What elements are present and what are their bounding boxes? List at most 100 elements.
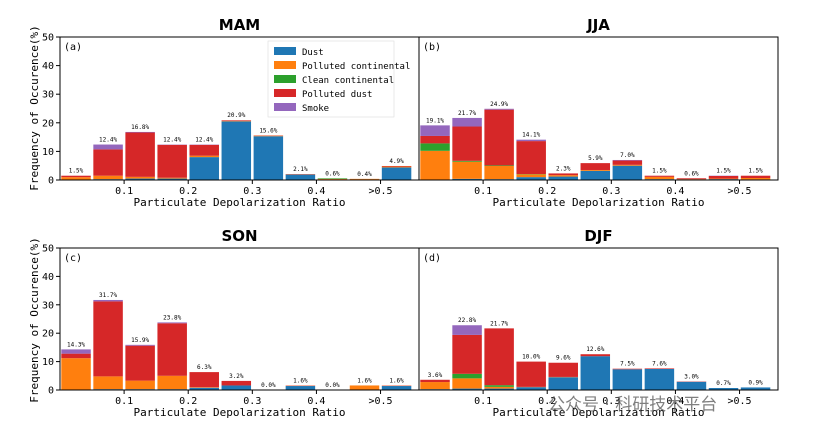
x-tick-label: 0.1 (115, 396, 133, 407)
bar-value-label: 24.9% (490, 101, 508, 108)
bar-segment-dust (516, 387, 546, 390)
bar-value-label: 15.6% (259, 127, 277, 134)
y-tick-label: 20 (42, 118, 54, 129)
bar-segment-dust (612, 165, 643, 180)
legend-swatch-dust (274, 47, 296, 55)
bar-segment-polluted-dust (548, 362, 578, 377)
bar-segment-polluted-continental (516, 174, 546, 178)
bar-value-label: 6.3% (197, 364, 212, 371)
bar-value-label: 1.5% (652, 168, 667, 175)
y-tick-label: 50 (42, 33, 54, 44)
y-tick-label: 20 (42, 329, 54, 340)
legend-swatch-clean-continental (274, 75, 296, 83)
bar-segment-polluted-continental (93, 376, 123, 390)
bar-segment-polluted-continental (740, 177, 771, 180)
bar-value-label: 0.6% (325, 170, 340, 177)
bar-segment-polluted-dust (708, 175, 739, 179)
bar-segment-polluted-continental (349, 178, 380, 180)
bar-value-label: 22.8% (458, 317, 476, 324)
bar-segment-polluted-dust (125, 132, 155, 177)
bar-value-label: 1.5% (716, 168, 731, 175)
y-tick-label: 10 (42, 357, 54, 368)
bar-segment-clean-continental (420, 143, 450, 151)
legend-label: Polluted dust (302, 90, 372, 100)
bar-value-label: 7.6% (652, 360, 667, 367)
bar-segment-polluted-continental (61, 358, 91, 390)
bar-segment-polluted-dust (580, 163, 611, 170)
bar-segment-smoke (484, 108, 514, 110)
bar-segment-dust (740, 387, 771, 390)
bar-value-label: 0.0% (325, 382, 340, 389)
bar-value-label: 14.3% (67, 341, 85, 348)
bar-value-label: 21.7% (490, 320, 508, 327)
bar-segment-polluted-continental (61, 177, 91, 180)
x-tick-label: 0.2 (179, 396, 197, 407)
bar-value-label: 14.1% (522, 132, 540, 139)
bar-value-label: 1.5% (748, 168, 763, 175)
x-axis-label: Particulate Depolarization Ratio (493, 406, 705, 419)
legend-label: Smoke (302, 104, 329, 114)
bar-value-label: 0.4% (357, 171, 372, 178)
bar-segment-polluted-dust (452, 334, 482, 374)
panel-title: DJF (584, 227, 612, 245)
bar-segment-polluted-continental (93, 175, 123, 180)
x-tick-label: 0.4 (307, 186, 325, 197)
bar-value-label: 1.6% (293, 377, 308, 384)
bar-segment-polluted-continental (317, 178, 348, 180)
ylabel-top: Frequency of Occurence(%) (28, 25, 41, 191)
x-tick-label: 0.1 (115, 186, 133, 197)
bar-segment-dust (708, 388, 739, 390)
bar-segment-polluted-continental (484, 386, 514, 389)
bar-segment-dust (253, 136, 284, 180)
bar-value-label: 3.6% (428, 372, 443, 379)
bar-segment-polluted-continental (349, 385, 380, 390)
bar-value-label: 3.2% (229, 373, 244, 380)
bar-segment-polluted-continental (548, 175, 578, 177)
bar-value-label: 0.9% (748, 379, 763, 386)
legend-label: Polluted continental (302, 62, 410, 72)
bar-value-label: 12.4% (163, 137, 181, 144)
panel-title: JJA (586, 16, 610, 34)
y-tick-label: 10 (42, 147, 54, 158)
bar-segment-polluted-continental (452, 378, 482, 389)
panel-title: MAM (219, 16, 260, 34)
bar-segment-polluted-dust (548, 173, 578, 176)
bar-segment-dust (644, 368, 675, 390)
bar-value-label: 0.6% (684, 170, 699, 177)
x-tick-label: 0.3 (243, 396, 261, 407)
x-axis-label: Particulate Depolarization Ratio (134, 406, 346, 419)
x-tick-label: 0.1 (474, 396, 492, 407)
bar-segment-smoke (93, 299, 123, 302)
bar-segment-dust (125, 178, 155, 180)
bar-value-label: 21.7% (458, 110, 476, 117)
bar-segment-dust (381, 386, 412, 390)
bar-segment-clean-continental (484, 385, 514, 387)
bar-segment-dust (548, 176, 578, 180)
bar-value-label: 5.9% (588, 155, 603, 162)
bar-segment-polluted-dust (484, 109, 514, 166)
bar-segment-smoke (612, 159, 643, 161)
y-tick-label: 0 (48, 386, 54, 397)
bar-segment-clean-continental (452, 160, 482, 162)
y-tick-label: 50 (42, 244, 54, 255)
bar-segment-smoke (61, 349, 91, 354)
bar-segment-dust (285, 174, 316, 180)
bar-segment-smoke (516, 139, 546, 142)
ylabel-bottom: Frequency of Occurence(%) (28, 237, 41, 403)
y-tick-label: 0 (48, 176, 54, 187)
bar-segment-smoke (452, 117, 482, 127)
bar-segment-dust (676, 381, 707, 390)
bar-segment-dust (157, 178, 187, 180)
bar-segment-clean-continental (317, 178, 348, 179)
bar-segment-dust (221, 385, 252, 390)
x-axis-label: Particulate Depolarization Ratio (134, 196, 346, 209)
bar-value-label: 10.0% (522, 354, 540, 361)
panel-title: SON (221, 227, 257, 245)
bar-value-label: 12.4% (99, 137, 117, 144)
x-tick-label: 0.2 (179, 186, 197, 197)
bar-segment-polluted-dust (484, 328, 514, 386)
y-tick-label: 40 (42, 272, 54, 283)
bar-segment-smoke (125, 344, 155, 346)
bar-segment-polluted-continental (189, 155, 219, 158)
bar-segment-smoke (93, 144, 123, 150)
